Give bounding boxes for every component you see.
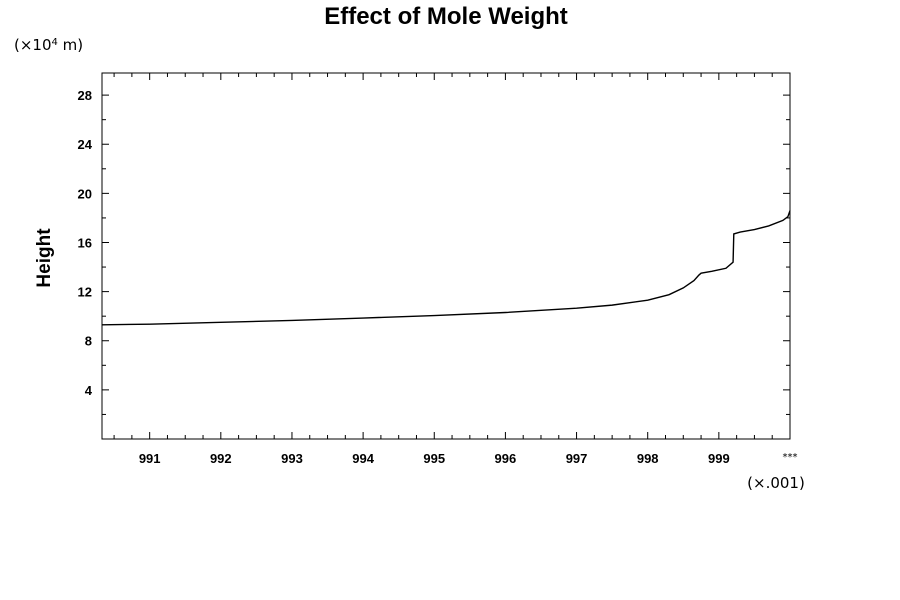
series-line (101, 210, 791, 326)
y-axis-title: Height (34, 228, 55, 288)
x-tick-label: 996 (495, 451, 517, 466)
y-tick-label: 28 (78, 88, 92, 103)
x-tick-labels: 991 992 993 994 995 996 997 998 999 (139, 451, 730, 466)
y-scale-suffix: m) (58, 36, 83, 54)
x-tick-label: 993 (281, 451, 303, 466)
chart-title: Effect of Mole Weight (324, 3, 568, 30)
y-tick-label: 16 (78, 235, 92, 250)
x-scale-label: (×.001) (747, 474, 805, 492)
x-tick-label: 992 (210, 451, 232, 466)
x-tick-label: 998 (637, 451, 659, 466)
plot-frame (101, 72, 791, 440)
x-tick-label: 999 (708, 451, 730, 466)
y-tick-label: 20 (78, 186, 92, 201)
x-tick-label: 997 (566, 451, 588, 466)
x-tick-label: 995 (423, 451, 445, 466)
x-tick-label: 991 (139, 451, 161, 466)
axis-ticks (102, 73, 791, 439)
y-tick-labels: 4 8 12 16 20 24 28 (78, 88, 93, 398)
y-tick-label: 12 (78, 285, 92, 300)
y-scale-exponent: 4 (52, 37, 58, 48)
y-tick-label: 4 (85, 383, 93, 398)
x-tick-label: 994 (352, 451, 374, 466)
y-tick-label: 24 (78, 137, 93, 152)
x-end-label: *** (783, 452, 798, 463)
y-scale-label: (×104 m) (14, 36, 83, 54)
y-tick-label: 8 (85, 334, 92, 349)
y-scale-prefix: (×10 (14, 36, 52, 54)
